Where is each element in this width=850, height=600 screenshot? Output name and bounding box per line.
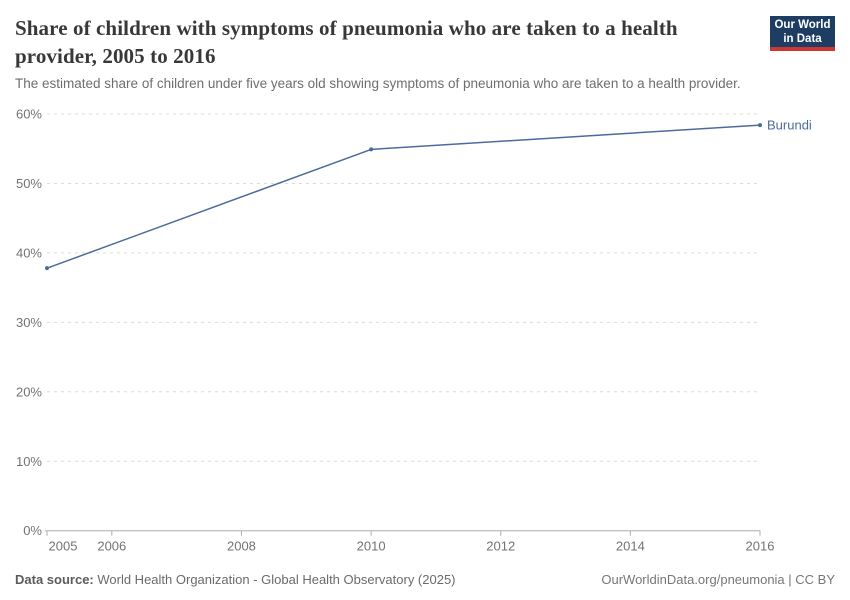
x-tick-label: 2014 [616, 539, 645, 554]
data-point[interactable] [369, 147, 374, 152]
owid-logo-red-bar [770, 47, 835, 51]
data-source-value: World Health Organization - Global Healt… [93, 572, 456, 587]
x-tick-label: 2006 [97, 539, 126, 554]
data-source-label: Data source: [15, 572, 94, 587]
x-tick-label: 2012 [486, 539, 515, 554]
y-tick-label: 10% [16, 454, 42, 469]
series-label-burundi[interactable]: Burundi [767, 118, 812, 133]
x-tick-label: 2005 [49, 539, 78, 554]
owid-logo-line1: Our World [774, 19, 831, 31]
owid-logo-line2: in Data [783, 32, 822, 45]
page-subtitle: The estimated share of children under fi… [15, 76, 741, 91]
y-tick-label: 40% [16, 245, 42, 260]
attribution-link[interactable]: OurWorldinData.org/pneumonia | CC BY [601, 572, 835, 587]
page-title: Share of children with symptoms of pneum… [15, 16, 678, 68]
chart-footer: Data source: World Health Organization -… [15, 572, 835, 587]
y-tick-label: 50% [16, 176, 42, 191]
x-tick-label: 2008 [227, 539, 256, 554]
x-tick-label: 2016 [746, 539, 775, 554]
x-tick-label: 2010 [357, 539, 386, 554]
data-source: Data source: World Health Organization -… [15, 572, 456, 587]
y-tick-label: 30% [16, 315, 42, 330]
data-point[interactable] [45, 266, 49, 271]
data-point[interactable] [758, 123, 762, 128]
y-tick-label: 0% [23, 523, 42, 538]
series-line-burundi[interactable] [46, 124, 761, 269]
owid-logo-box: Our World in Data [770, 16, 835, 47]
owid-logo[interactable]: Our World in Data [770, 16, 835, 51]
y-tick-label: 60% [16, 107, 42, 122]
y-tick-label: 20% [16, 384, 42, 399]
